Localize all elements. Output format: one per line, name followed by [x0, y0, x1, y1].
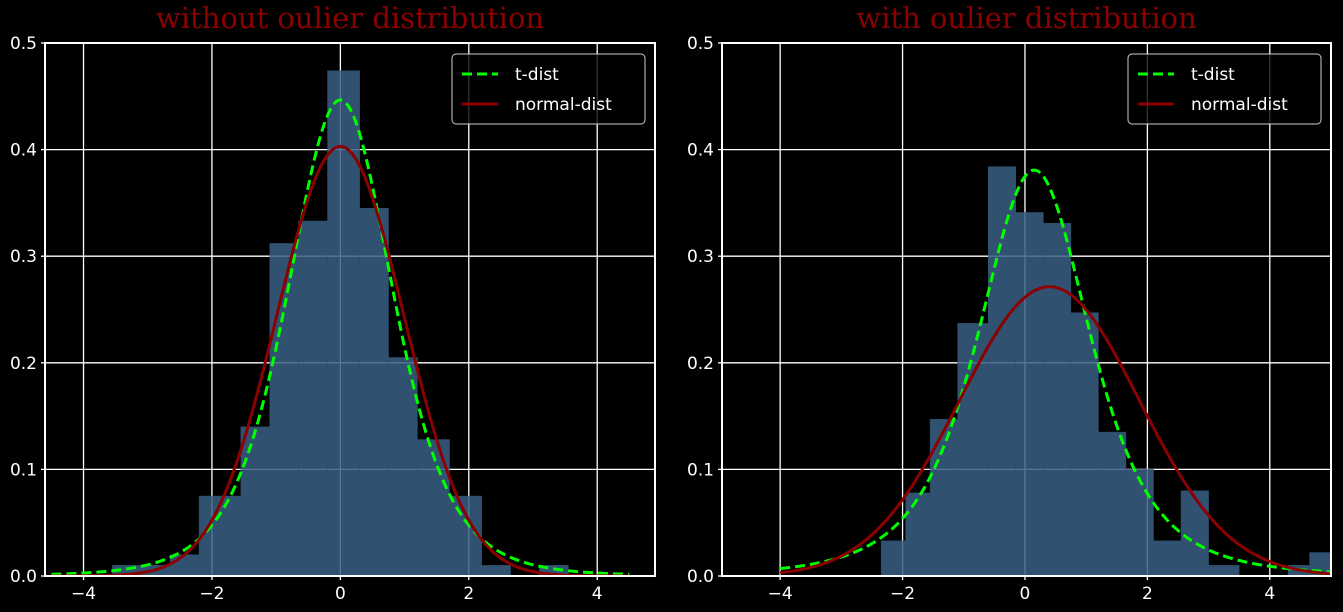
histogram-bar [240, 426, 270, 576]
y-tick-label: 0.4 [687, 141, 714, 161]
y-tick-label: 0.3 [10, 247, 37, 267]
y-tick-label: 0.0 [10, 567, 37, 587]
x-tick-label: 4 [1264, 584, 1275, 604]
chart-title: with oulier distribution [856, 1, 1196, 35]
histogram-bar [880, 540, 906, 576]
normal-dist-line [779, 285, 1331, 576]
chart-title: without oulier distribution [156, 1, 544, 35]
histogram-bar [1153, 540, 1182, 576]
x-tick-label: −4 [71, 584, 96, 604]
histogram-bar [1070, 312, 1099, 576]
histogram-bar [1125, 469, 1154, 576]
histogram-bar [1098, 431, 1127, 576]
y-tick-label: 0.5 [687, 34, 714, 54]
histogram-bar [929, 419, 958, 576]
histogram-bar [269, 243, 299, 576]
histogram-bar [987, 166, 1017, 576]
legend-t-dist-label: t-dist [1191, 65, 1235, 85]
legend: t-dist normal-dist [451, 53, 646, 125]
normal-dist-line [51, 144, 630, 576]
histogram-bar [169, 554, 200, 576]
y-tick-label: 0.1 [687, 460, 714, 480]
histogram-bar [1015, 212, 1044, 576]
histogram-bar [359, 207, 389, 576]
chart-panel-1: −4 −2 0 2 4 0.0 0.1 0.2 0.3 0.4 0.5 without oulier … [10, 1, 656, 604]
histogram-bar [1180, 490, 1209, 576]
x-tick-label: −4 [768, 584, 793, 604]
y-tick-label: 0.2 [10, 354, 37, 374]
axes-frame [44, 42, 656, 577]
y-tick-label: 0.1 [10, 460, 37, 480]
axes-frame [721, 42, 1332, 577]
t-dist-line [779, 168, 1331, 574]
histogram-bar [481, 565, 511, 576]
y-tick-label: 0.5 [10, 34, 37, 54]
histogram-bar [298, 220, 328, 576]
histogram-bar [905, 492, 931, 576]
y-tick-label: 0.2 [687, 354, 714, 374]
x-tick-label: 0 [335, 584, 346, 604]
legend-t-dist-label: t-dist [515, 65, 559, 85]
y-tick-label: 0.0 [687, 567, 714, 587]
legend-normal-dist-label: normal-dist [515, 95, 612, 115]
x-tick-label: 2 [463, 584, 474, 604]
x-tick-label: 4 [592, 584, 603, 604]
legend: t-dist normal-dist [1127, 53, 1322, 125]
x-tick-label: 2 [1142, 584, 1153, 604]
histogram [880, 166, 1331, 576]
histogram-bar [198, 495, 242, 576]
x-tick-label: −2 [199, 584, 224, 604]
legend-box [1127, 53, 1322, 125]
y-tick-label: 0.4 [10, 141, 37, 161]
histogram-bar [388, 357, 418, 576]
legend-box [451, 53, 646, 125]
legend-normal-dist-label: normal-dist [1191, 95, 1288, 115]
histogram-bar [1208, 565, 1240, 576]
y-tick-label: 0.3 [687, 247, 714, 267]
histogram-bar [1043, 222, 1072, 576]
t-dist-line [51, 98, 630, 576]
histogram-bar [957, 323, 989, 576]
x-tick-label: −2 [890, 584, 915, 604]
x-tick-label: 0 [1020, 584, 1031, 604]
chart-panel-2: −4 −2 0 2 4 0.0 0.1 0.2 0.3 0.4 0.5 with oulier dis… [687, 1, 1332, 604]
histogram-bar [449, 495, 482, 576]
